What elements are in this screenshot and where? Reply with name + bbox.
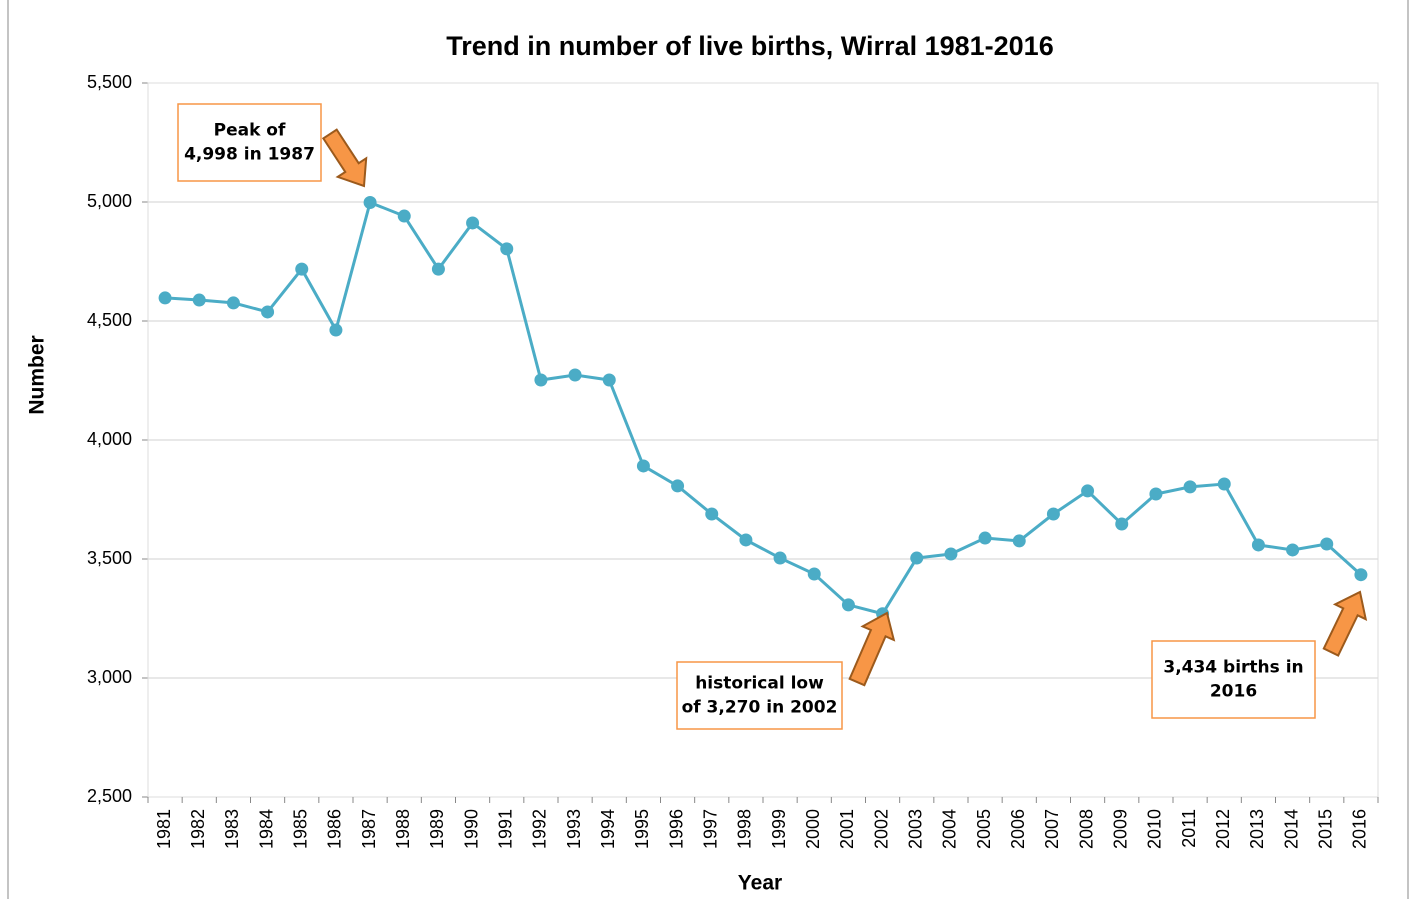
data-point xyxy=(363,195,377,209)
annotation-box xyxy=(676,661,843,730)
data-point xyxy=(1320,537,1334,551)
data-point xyxy=(431,262,445,276)
x-tick-label: 2014 xyxy=(1281,809,1301,849)
data-point xyxy=(329,323,343,337)
data-point xyxy=(261,305,275,319)
data-point xyxy=(1081,484,1095,498)
x-tick-label: 2010 xyxy=(1145,809,1165,849)
data-point xyxy=(500,242,514,256)
annotation-text: 4,998 in 1987 xyxy=(184,145,315,165)
data-point xyxy=(568,368,582,382)
x-tick-label: 1987 xyxy=(359,809,379,849)
y-tick-label: 4,500 xyxy=(87,310,132,330)
data-point xyxy=(1286,543,1300,557)
data-point xyxy=(158,291,172,305)
x-tick-label: 2009 xyxy=(1111,809,1131,849)
y-tick-label: 4,000 xyxy=(87,429,132,449)
data-point xyxy=(910,551,924,565)
x-tick-label: 2011 xyxy=(1179,809,1199,848)
x-tick-label: 2003 xyxy=(906,809,926,849)
x-tick-label: 1990 xyxy=(461,809,481,849)
x-tick-label: 1997 xyxy=(701,809,721,849)
annotation-text: historical low xyxy=(695,674,824,694)
x-tick-label: 1983 xyxy=(222,809,242,849)
annotation-text: 3,434 births in xyxy=(1163,658,1303,678)
x-tick-label: 2015 xyxy=(1316,809,1336,849)
y-tick-label: 5,000 xyxy=(87,191,132,211)
data-point xyxy=(397,209,411,223)
x-tick-label: 2002 xyxy=(871,809,891,849)
annotation-box xyxy=(177,103,322,182)
data-point xyxy=(534,373,548,387)
x-tick-label: 1981 xyxy=(154,809,174,849)
y-tick-label: 2,500 xyxy=(87,786,132,806)
x-tick-label: 2004 xyxy=(940,809,960,849)
data-point xyxy=(1115,517,1129,531)
y-tick-label: 5,500 xyxy=(87,72,132,92)
annotation-arrow xyxy=(848,611,896,687)
data-point xyxy=(705,507,719,521)
y-tick-label: 3,000 xyxy=(87,667,132,687)
annotation-box xyxy=(1151,640,1316,719)
data-point xyxy=(1183,480,1197,494)
x-tick-label: 1985 xyxy=(291,809,311,849)
x-tick-label: 1994 xyxy=(598,809,618,849)
data-point xyxy=(671,479,685,493)
annotation-arrow xyxy=(321,128,368,188)
data-point xyxy=(978,531,992,545)
chart-title: Trend in number of live births, Wirral 1… xyxy=(446,31,1053,61)
x-tick-label: 1988 xyxy=(393,809,413,849)
x-tick-label: 1999 xyxy=(769,809,789,849)
x-tick-label: 2016 xyxy=(1350,809,1370,849)
x-tick-label: 1982 xyxy=(188,809,208,849)
x-tick-label: 2005 xyxy=(974,809,994,849)
x-tick-label: 2007 xyxy=(1042,809,1062,849)
x-tick-label: 2001 xyxy=(837,809,857,849)
annotation-text: of 3,270 in 2002 xyxy=(682,698,838,718)
x-tick-label: 1991 xyxy=(496,809,516,849)
annotation-text: 2016 xyxy=(1210,682,1257,702)
x-tick-label: 2008 xyxy=(1076,809,1096,849)
data-point xyxy=(739,533,753,547)
x-axis-label: Year xyxy=(738,872,782,895)
x-tick-label: 1995 xyxy=(632,809,652,849)
x-tick-label: 2000 xyxy=(803,809,823,849)
data-point xyxy=(773,551,787,565)
y-tick-label: 3,500 xyxy=(87,548,132,568)
data-point xyxy=(1149,487,1163,501)
data-point xyxy=(1012,534,1026,548)
annotation-text: Peak of xyxy=(214,121,286,141)
x-tick-label: 1998 xyxy=(735,809,755,849)
x-tick-label: 1993 xyxy=(564,809,584,849)
y-axis-label: Number xyxy=(26,335,49,414)
data-point xyxy=(192,293,206,307)
annotation-arrow xyxy=(1322,590,1368,657)
x-tick-label: 2006 xyxy=(1008,809,1028,849)
data-point xyxy=(226,296,240,310)
data-point xyxy=(807,567,821,581)
data-point xyxy=(1046,507,1060,521)
data-point xyxy=(841,598,855,612)
data-point xyxy=(1251,538,1265,552)
x-tick-label: 2012 xyxy=(1213,809,1233,849)
data-point xyxy=(466,216,480,230)
x-tick-label: 1996 xyxy=(666,809,686,849)
x-tick-label: 1992 xyxy=(530,809,550,849)
data-point xyxy=(636,459,650,473)
x-tick-label: 2013 xyxy=(1247,809,1267,849)
data-point xyxy=(295,262,309,276)
x-tick-label: 1984 xyxy=(256,809,276,849)
x-tick-label: 1986 xyxy=(325,809,345,849)
data-point xyxy=(1217,477,1231,491)
data-point xyxy=(1354,568,1368,582)
data-point xyxy=(602,373,616,387)
data-point xyxy=(944,547,958,561)
x-tick-label: 1989 xyxy=(427,809,447,849)
series-line xyxy=(164,200,1362,616)
